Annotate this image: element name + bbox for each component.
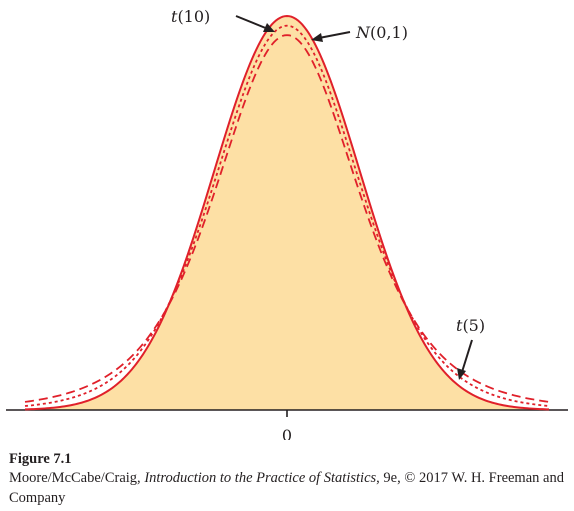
figure-number: Figure 7.1 xyxy=(9,451,72,467)
annotation-t5: t(5) xyxy=(456,316,485,380)
annotation-t5-arrow xyxy=(461,339,473,373)
credit-book-title: Introduction to the Practice of Statisti… xyxy=(144,470,377,486)
annotation-normal: N(0,1) xyxy=(311,23,408,42)
credit-rest: , 9e, © 2017 W. H. Freeman and Company xyxy=(9,470,564,506)
credit-authors: Moore/McCabe/Craig, xyxy=(9,470,145,486)
annotation-t5-arrowhead xyxy=(457,368,466,380)
annotation-normal-prefix: N xyxy=(355,23,371,42)
annotation-t10-arrow xyxy=(235,15,269,30)
figure-chart: 0 t(10) N(0,1) t(5) xyxy=(6,7,568,440)
annotation-normal-arrowhead xyxy=(311,33,323,42)
svg-text:t(5): t(5) xyxy=(456,316,485,335)
annotation-normal-rest: (0,1) xyxy=(370,23,408,42)
t10-curve xyxy=(24,24,550,407)
annotation-t5-rest: (5) xyxy=(462,316,485,335)
figure-caption: Figure 7.1 Moore/McCabe/Craig, Introduct… xyxy=(9,450,565,508)
annotation-t10: t(10) xyxy=(171,7,275,32)
normal-curve xyxy=(24,14,550,411)
svg-text:t(10): t(10) xyxy=(171,7,210,26)
svg-text:N(0,1): N(0,1) xyxy=(355,23,408,42)
annotation-t10-arrowhead xyxy=(263,23,275,32)
annotation-normal-arrow xyxy=(318,31,351,39)
annotation-t10-rest: (10) xyxy=(177,7,210,26)
figure-credit: Moore/McCabe/Craig, Introduction to the … xyxy=(9,468,565,508)
normal-curve-fill xyxy=(25,16,549,410)
annotation-t10-prefix: t xyxy=(171,7,178,26)
annotation-t5-prefix: t xyxy=(456,316,463,335)
x-tick-label-0: 0 xyxy=(282,426,292,440)
